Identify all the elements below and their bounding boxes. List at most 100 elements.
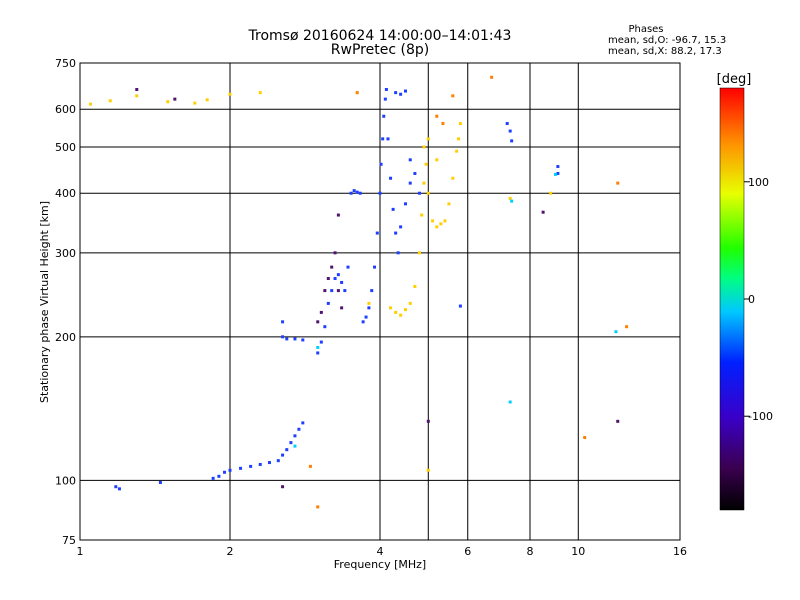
data-point	[89, 102, 93, 106]
data-point	[355, 190, 359, 194]
data-point	[135, 87, 139, 91]
data-point	[451, 94, 455, 98]
data-point	[403, 308, 407, 312]
data-point	[389, 176, 393, 180]
data-point	[447, 202, 451, 206]
data-point	[435, 158, 439, 162]
data-point	[556, 165, 560, 169]
data-point	[336, 289, 340, 293]
data-point	[378, 191, 382, 195]
data-point	[426, 191, 430, 195]
data-point	[316, 320, 320, 324]
data-point	[336, 213, 340, 217]
data-point	[108, 99, 112, 103]
data-point	[301, 338, 305, 342]
data-point	[193, 101, 197, 105]
data-point	[435, 114, 439, 118]
x-tick-label: 1	[77, 545, 84, 558]
data-point	[441, 122, 445, 126]
data-point	[249, 464, 253, 468]
data-point	[346, 265, 350, 269]
data-point	[114, 485, 118, 489]
data-point	[384, 87, 388, 91]
data-point	[614, 330, 618, 334]
data-point	[285, 448, 289, 452]
data-point	[355, 91, 359, 95]
data-point	[426, 468, 430, 472]
data-point	[505, 122, 509, 126]
y-tick-label: 300	[55, 247, 76, 260]
data-point	[330, 265, 334, 269]
data-point	[316, 345, 320, 349]
data-point	[625, 325, 629, 329]
data-point	[455, 149, 459, 153]
data-point	[508, 400, 512, 404]
x-tick-label: 10	[571, 545, 585, 558]
data-point	[396, 251, 400, 255]
data-point	[379, 162, 383, 166]
data-point	[420, 213, 424, 217]
data-point	[408, 301, 412, 305]
data-point	[285, 337, 289, 341]
colorbar-tick-label: 100	[748, 176, 769, 189]
chart-subtitle: RwPretec (8p)	[331, 42, 429, 58]
data-point	[394, 231, 398, 235]
data-point	[281, 320, 285, 324]
data-point	[361, 320, 365, 324]
data-point	[117, 487, 121, 491]
data-point	[333, 277, 337, 281]
data-point	[340, 280, 344, 284]
data-point	[403, 202, 407, 206]
data-point	[583, 436, 587, 440]
data-point	[281, 485, 285, 489]
data-point	[276, 459, 280, 463]
data-point	[386, 137, 390, 141]
data-point	[228, 92, 232, 96]
data-point	[399, 225, 403, 229]
data-point	[553, 172, 557, 176]
y-tick-label: 400	[55, 187, 76, 200]
data-point	[403, 89, 407, 93]
data-point	[239, 466, 243, 470]
data-point	[370, 289, 374, 293]
data-point	[508, 196, 512, 200]
data-point	[258, 462, 262, 466]
colorbar-ticks: 100 0 -100	[744, 176, 773, 423]
data-point	[267, 461, 271, 465]
data-point	[293, 444, 297, 448]
data-point	[383, 97, 387, 101]
data-point	[349, 191, 353, 195]
x-tick-label: 2	[227, 545, 234, 558]
data-point	[549, 191, 553, 195]
data-point	[443, 219, 447, 223]
data-point	[358, 191, 362, 195]
data-point	[205, 98, 209, 102]
data-point	[417, 251, 421, 255]
y-tick-label: 600	[55, 103, 76, 116]
plot-frame	[79, 62, 681, 541]
chart-title: Tromsø 20160624 14:00:00–14:01:43	[248, 28, 512, 44]
colorbar-label: [deg]	[717, 72, 752, 87]
legend-line-o: mean, sd,O: -96.7, 15.3	[608, 35, 726, 46]
x-tick-label: 6	[464, 545, 471, 558]
data-point	[375, 231, 379, 235]
data-point	[394, 91, 398, 95]
data-point	[367, 306, 371, 310]
data-point	[281, 453, 285, 457]
data-point	[424, 162, 428, 166]
data-point	[301, 421, 305, 425]
data-point	[510, 199, 514, 203]
data-point	[281, 335, 285, 339]
data-point	[408, 181, 412, 185]
data-point	[316, 351, 320, 355]
data-point	[413, 171, 417, 175]
y-tick-label: 100	[55, 474, 76, 487]
data-point	[326, 277, 330, 281]
data-point	[399, 92, 403, 96]
data-point	[333, 251, 337, 255]
data-point	[173, 97, 177, 101]
data-point	[319, 310, 323, 314]
data-point	[373, 265, 377, 269]
data-point	[616, 181, 620, 185]
